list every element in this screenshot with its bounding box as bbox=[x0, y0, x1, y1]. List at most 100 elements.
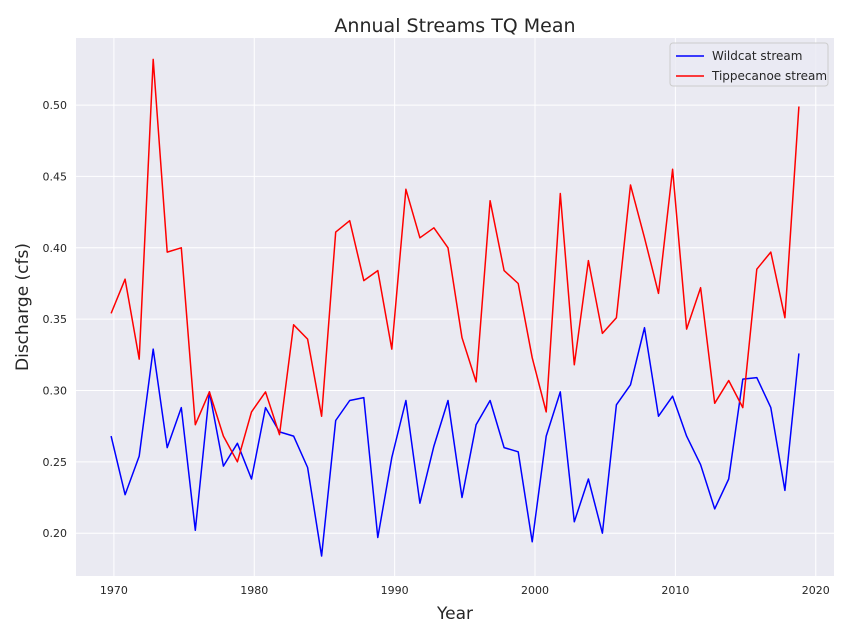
data-point bbox=[377, 270, 379, 272]
data-point bbox=[503, 270, 505, 272]
x-tick-label: 1990 bbox=[381, 584, 409, 597]
data-point bbox=[475, 424, 477, 426]
data-point bbox=[756, 268, 758, 270]
data-point bbox=[531, 541, 533, 543]
data-point bbox=[377, 537, 379, 539]
data-point bbox=[265, 407, 267, 409]
x-tick-label: 1980 bbox=[240, 584, 268, 597]
x-tick-label: 1970 bbox=[100, 584, 128, 597]
data-point bbox=[363, 280, 365, 282]
data-point bbox=[335, 420, 337, 422]
data-point bbox=[138, 358, 140, 360]
data-point bbox=[588, 478, 590, 480]
y-tick-label: 0.35 bbox=[43, 313, 68, 326]
data-point bbox=[545, 435, 547, 437]
data-point bbox=[728, 478, 730, 480]
x-axis-label: Year bbox=[436, 604, 473, 624]
series-lines bbox=[110, 58, 800, 557]
chart-title: Annual Streams TQ Mean bbox=[334, 15, 575, 37]
data-point bbox=[644, 237, 646, 239]
data-point bbox=[195, 530, 197, 532]
data-point bbox=[433, 227, 435, 229]
data-point bbox=[672, 395, 674, 397]
data-point bbox=[293, 435, 295, 437]
data-point bbox=[293, 324, 295, 326]
data-point bbox=[152, 59, 154, 61]
data-point bbox=[110, 313, 112, 315]
data-point bbox=[742, 378, 744, 380]
data-point bbox=[700, 464, 702, 466]
data-point bbox=[574, 364, 576, 366]
data-point bbox=[237, 442, 239, 444]
y-axis-label: Discharge (cfs) bbox=[13, 243, 33, 371]
data-point bbox=[686, 435, 688, 437]
data-point bbox=[686, 328, 688, 330]
data-point bbox=[124, 278, 126, 280]
data-point bbox=[616, 404, 618, 406]
data-point bbox=[559, 391, 561, 393]
data-point bbox=[672, 168, 674, 170]
y-tick-label: 0.25 bbox=[43, 456, 68, 469]
data-point bbox=[770, 407, 772, 409]
data-point bbox=[545, 411, 547, 413]
legend: Wildcat stream Tippecanoe stream bbox=[669, 42, 829, 87]
data-point bbox=[728, 380, 730, 382]
data-point bbox=[195, 424, 197, 426]
data-point bbox=[265, 391, 267, 393]
y-tick-label: 0.20 bbox=[43, 527, 68, 540]
y-tick-label: 0.50 bbox=[43, 99, 68, 112]
data-point bbox=[503, 447, 505, 449]
data-point bbox=[223, 465, 225, 467]
data-point bbox=[447, 400, 449, 402]
data-point bbox=[152, 348, 154, 350]
data-point bbox=[784, 317, 786, 319]
data-point bbox=[784, 490, 786, 492]
data-point bbox=[742, 407, 744, 409]
data-point bbox=[461, 497, 463, 499]
data-point bbox=[517, 283, 519, 285]
data-point bbox=[531, 357, 533, 359]
legend-label: Tippecanoe stream bbox=[711, 69, 827, 83]
legend-box bbox=[669, 42, 829, 87]
data-point bbox=[307, 467, 309, 469]
data-point bbox=[644, 327, 646, 329]
data-point bbox=[475, 381, 477, 383]
data-point bbox=[251, 478, 253, 480]
data-point bbox=[279, 434, 281, 436]
y-tick-labels: 0.20 0.25 0.30 0.35 0.40 0.45 0.50 bbox=[43, 99, 68, 540]
data-point bbox=[714, 508, 716, 510]
x-tick-label: 2020 bbox=[802, 584, 830, 597]
data-point bbox=[124, 494, 126, 496]
data-point bbox=[405, 188, 407, 190]
data-point bbox=[349, 220, 351, 222]
x-tick-labels: 1970 1980 1990 2000 2010 2020 bbox=[100, 584, 830, 597]
data-point bbox=[447, 247, 449, 249]
data-point bbox=[461, 337, 463, 339]
data-point bbox=[251, 411, 253, 413]
data-point bbox=[602, 333, 604, 335]
series-line-wildcat bbox=[110, 326, 800, 557]
data-point bbox=[335, 231, 337, 233]
data-point bbox=[223, 435, 225, 437]
data-point bbox=[658, 415, 660, 417]
y-tick-label: 0.45 bbox=[43, 170, 68, 183]
data-point bbox=[714, 403, 716, 405]
data-point bbox=[770, 251, 772, 253]
data-point bbox=[630, 384, 632, 386]
data-point bbox=[630, 184, 632, 186]
data-point bbox=[391, 348, 393, 350]
data-point bbox=[433, 445, 435, 447]
data-point bbox=[209, 391, 211, 393]
data-point bbox=[166, 447, 168, 449]
data-point bbox=[321, 555, 323, 557]
data-point bbox=[700, 287, 702, 289]
data-point bbox=[602, 532, 604, 534]
data-point bbox=[307, 338, 309, 340]
data-point bbox=[616, 317, 618, 319]
data-point bbox=[419, 502, 421, 504]
data-point bbox=[489, 400, 491, 402]
data-point bbox=[180, 407, 182, 409]
y-tick-label: 0.30 bbox=[43, 384, 68, 397]
data-point bbox=[574, 521, 576, 523]
